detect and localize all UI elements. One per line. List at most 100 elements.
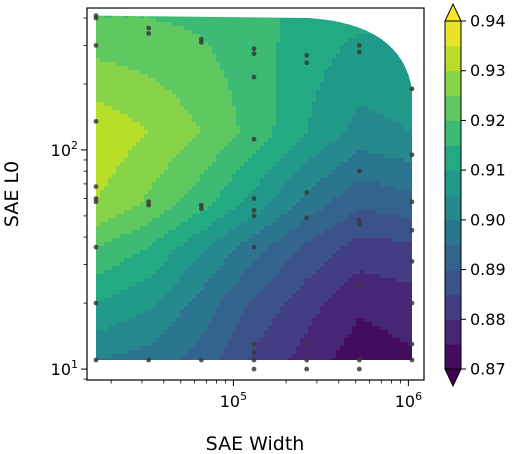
contour-cell [176,214,181,219]
contour-cell [224,98,229,103]
contour-cell [232,62,237,67]
contour-cell [196,130,201,135]
contour-cell [256,354,261,359]
contour-cell [240,194,245,199]
contour-cell [236,86,241,91]
contour-cell [296,126,301,131]
contour-cell [180,46,185,51]
contour-cell [168,186,173,191]
contour-cell [120,226,125,231]
contour-cell [264,22,269,27]
contour-cell [228,122,233,127]
contour-cell [196,58,201,63]
contour-cell [268,230,273,235]
contour-cell [252,230,257,235]
contour-cell [284,94,289,99]
contour-cell [144,50,149,55]
contour-cell [284,162,289,167]
contour-cell [168,346,173,351]
contour-cell [108,98,113,103]
contour-cell [260,250,265,255]
contour-cell [224,22,229,27]
contour-cell [272,210,277,215]
contour-cell [220,134,225,139]
contour-cell [236,282,241,287]
contour-cell [124,202,129,207]
contour-cell [320,230,325,235]
contour-cell [124,238,129,243]
contour-cell [184,70,189,75]
contour-cell [276,202,281,207]
contour-cell [224,146,229,151]
contour-cell [256,282,261,287]
contour-cell [172,86,177,91]
contour-cell [276,358,281,361]
contour-cell [264,234,269,239]
contour-cell [132,170,137,175]
contour-cell [196,178,201,183]
contour-cell [260,170,265,175]
contour-cell [116,30,121,35]
contour-cell [240,178,245,183]
contour-cell [300,290,305,295]
contour-cell [188,26,193,31]
contour-cell [148,82,153,87]
contour-cell [144,198,149,203]
contour-cell [100,218,105,223]
contour-cell [112,90,117,95]
contour-cell [140,330,145,335]
contour-cell [252,314,257,319]
contour-cell [132,262,137,267]
contour-cell [120,186,125,191]
contour-cell [168,62,173,67]
contour-cell [128,102,133,107]
contour-cell [312,74,317,79]
contour-cell [296,238,301,243]
contour-cell [300,102,305,107]
contour-cell [160,314,165,319]
contour-cell [204,126,209,131]
contour-cell [148,346,153,351]
contour-cell [256,126,261,131]
contour-cell [160,18,165,23]
contour-cell [244,298,249,303]
contour-cell [168,118,173,123]
contour-cell [96,282,101,287]
contour-cell [216,278,221,283]
contour-cell [164,326,169,331]
contour-cell [232,206,237,211]
contour-cell [128,38,133,43]
contour-cell [304,278,309,283]
contour-cell [276,258,281,263]
contour-cell [164,126,169,131]
contour-cell [244,274,249,279]
contour-cell [212,282,217,287]
contour-cell [300,130,305,135]
contour-cell [160,338,165,343]
contour-cell [316,42,321,47]
contour-cell [112,18,117,23]
contour-cell [184,242,189,247]
contour-cell [272,214,277,219]
contour-cell [156,198,161,203]
contour-cell [184,218,189,223]
contour-cell [180,194,185,199]
contour-cell [156,290,161,295]
contour-cell [272,238,277,243]
contour-cell [164,274,169,279]
contour-cell [240,130,245,135]
contour-cell [116,22,121,27]
contour-cell [116,90,121,95]
contour-cell [216,246,221,251]
contour-cell [144,338,149,343]
contour-cell [172,242,177,247]
contour-cell [248,346,253,351]
contour-cell [316,274,321,279]
contour-cell [184,98,189,103]
contour-cell [264,258,269,263]
contour-cell [308,162,313,167]
contour-cell [316,242,321,247]
contour-cell [212,334,217,339]
contour-cell [148,162,153,167]
contour-cell [232,126,237,131]
